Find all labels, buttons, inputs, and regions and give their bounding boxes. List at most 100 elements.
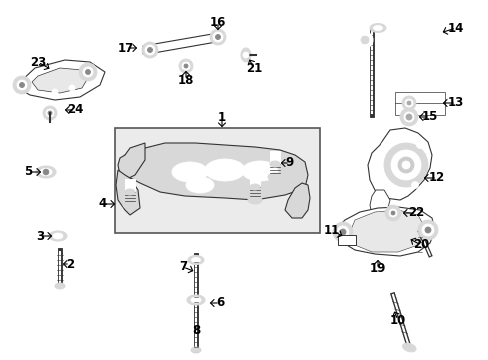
Bar [269, 151, 280, 164]
Ellipse shape [55, 283, 65, 289]
Circle shape [183, 64, 187, 68]
Circle shape [332, 222, 352, 242]
Ellipse shape [402, 343, 415, 352]
Text: 22: 22 [407, 207, 423, 220]
Polygon shape [125, 143, 307, 200]
Polygon shape [285, 183, 309, 218]
Polygon shape [369, 190, 389, 220]
Ellipse shape [191, 257, 200, 262]
Text: 13: 13 [447, 96, 463, 109]
Circle shape [404, 99, 412, 107]
Circle shape [145, 45, 155, 55]
Circle shape [421, 224, 433, 236]
Circle shape [411, 181, 418, 189]
Circle shape [209, 29, 225, 45]
Ellipse shape [191, 347, 201, 353]
Polygon shape [118, 143, 145, 180]
Circle shape [390, 150, 420, 180]
Circle shape [405, 114, 411, 120]
Ellipse shape [249, 184, 260, 190]
Circle shape [381, 141, 387, 148]
Ellipse shape [125, 189, 135, 195]
Circle shape [397, 157, 413, 173]
Circle shape [147, 48, 152, 53]
Text: 9: 9 [285, 157, 293, 170]
Ellipse shape [242, 161, 278, 181]
Circle shape [43, 169, 49, 175]
Bar [337, 235, 355, 245]
Text: 6: 6 [215, 297, 224, 310]
Polygon shape [142, 33, 222, 54]
Text: 1: 1 [218, 112, 225, 125]
Text: 18: 18 [178, 73, 194, 86]
Bar [125, 179, 135, 192]
Circle shape [336, 226, 348, 238]
Text: 23: 23 [30, 55, 46, 68]
Bar [115, 128, 319, 233]
Circle shape [43, 106, 57, 120]
Text: 17: 17 [118, 41, 134, 54]
Text: 15: 15 [421, 111, 437, 123]
Circle shape [401, 96, 415, 110]
Ellipse shape [40, 168, 52, 175]
Text: 11: 11 [323, 225, 340, 238]
Circle shape [384, 205, 400, 221]
Circle shape [69, 85, 75, 91]
Ellipse shape [356, 32, 372, 48]
Text: 21: 21 [245, 62, 262, 75]
Polygon shape [337, 207, 434, 256]
Circle shape [383, 143, 427, 187]
Ellipse shape [267, 173, 282, 181]
Circle shape [399, 108, 417, 126]
Circle shape [46, 109, 54, 117]
Ellipse shape [269, 161, 280, 167]
Circle shape [79, 63, 97, 81]
Ellipse shape [247, 196, 262, 204]
Polygon shape [116, 170, 140, 215]
Ellipse shape [36, 166, 56, 178]
Circle shape [48, 111, 52, 115]
Circle shape [403, 112, 413, 122]
Text: 3: 3 [36, 230, 44, 243]
Text: 4: 4 [99, 198, 107, 211]
Ellipse shape [241, 48, 250, 62]
Circle shape [339, 229, 346, 235]
Text: 12: 12 [428, 171, 444, 184]
Circle shape [52, 89, 58, 95]
Circle shape [13, 76, 31, 94]
Polygon shape [394, 92, 444, 115]
Ellipse shape [369, 23, 385, 32]
Polygon shape [18, 60, 105, 100]
Circle shape [215, 35, 220, 40]
Circle shape [417, 220, 437, 240]
Circle shape [85, 69, 90, 75]
Ellipse shape [172, 162, 207, 182]
Ellipse shape [204, 159, 244, 181]
Text: 5: 5 [24, 166, 32, 179]
Text: 19: 19 [369, 262, 386, 275]
Circle shape [20, 82, 24, 87]
Text: 24: 24 [67, 104, 83, 117]
Polygon shape [32, 68, 88, 93]
Circle shape [179, 59, 193, 73]
Ellipse shape [373, 26, 382, 31]
Circle shape [83, 67, 93, 77]
Circle shape [390, 211, 394, 215]
Circle shape [388, 209, 396, 217]
Text: 10: 10 [389, 314, 406, 327]
Ellipse shape [185, 177, 214, 193]
Circle shape [243, 52, 248, 58]
Polygon shape [349, 210, 424, 252]
Text: 20: 20 [412, 238, 428, 252]
Text: 7: 7 [179, 261, 187, 274]
Circle shape [360, 36, 368, 44]
Bar [249, 174, 260, 187]
Ellipse shape [187, 256, 203, 265]
Ellipse shape [191, 297, 201, 303]
Circle shape [17, 80, 27, 90]
Text: 8: 8 [191, 324, 200, 337]
Ellipse shape [53, 233, 63, 239]
Polygon shape [367, 128, 431, 200]
Ellipse shape [186, 295, 204, 305]
Circle shape [406, 101, 410, 105]
